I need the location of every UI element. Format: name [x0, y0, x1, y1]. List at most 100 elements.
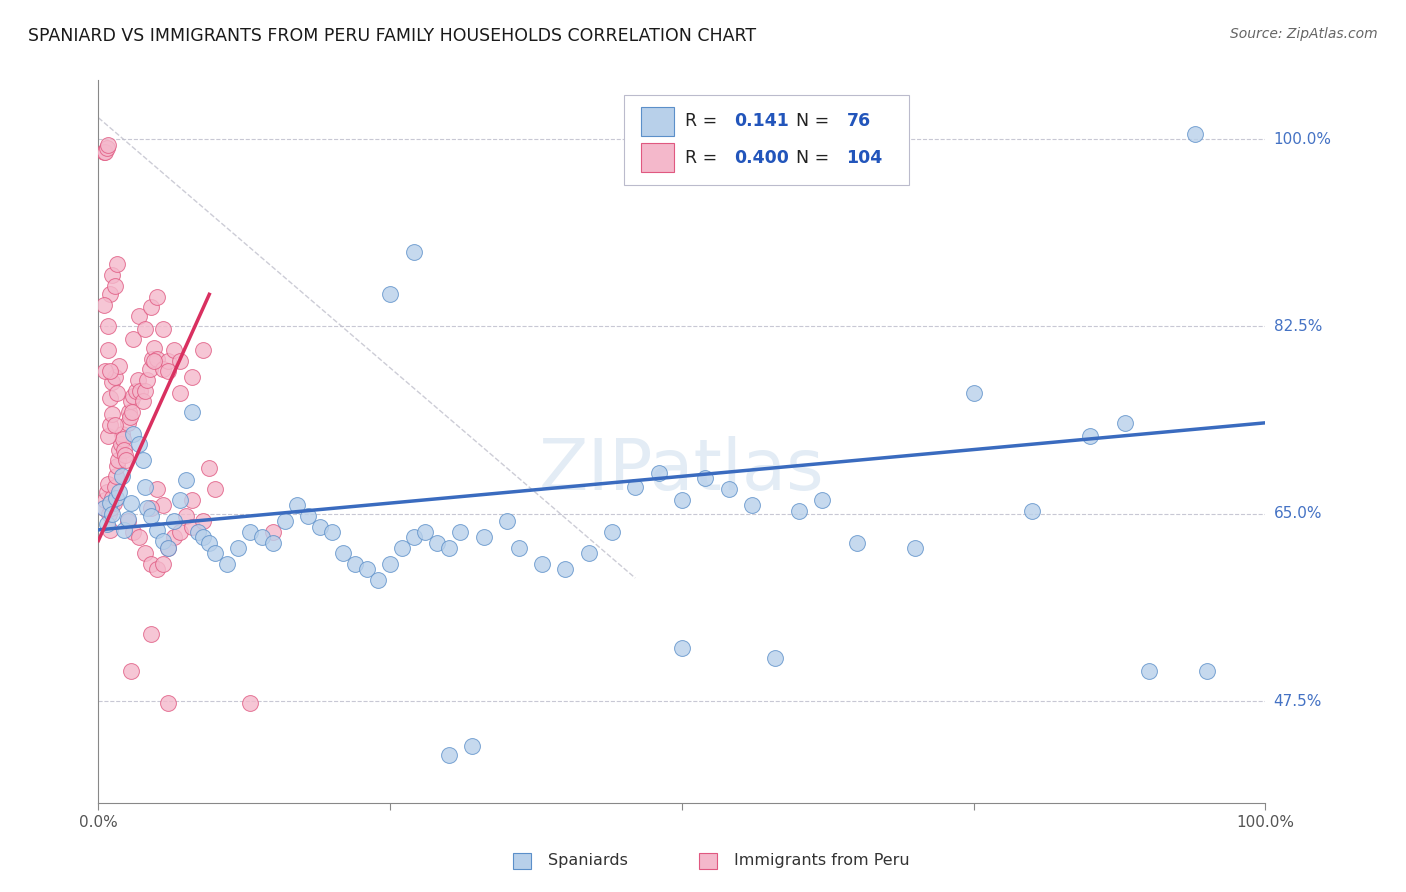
Point — [97, 137, 120, 152]
Point — [262, 524, 284, 539]
Point — [96, 141, 118, 155]
Point — [111, 432, 134, 446]
Point — [120, 496, 142, 510]
Text: SPANIARD VS IMMIGRANTS FROM PERU FAMILY HOUSEHOLDS CORRELATION CHART: SPANIARD VS IMMIGRANTS FROM PERU FAMILY … — [28, 27, 756, 45]
Point — [101, 268, 124, 282]
Point — [1080, 428, 1102, 442]
Point — [143, 341, 166, 355]
Point — [98, 391, 121, 405]
Point — [132, 394, 155, 409]
Point — [101, 491, 124, 505]
Point — [163, 514, 186, 528]
Point — [105, 458, 128, 473]
Point — [402, 530, 425, 544]
Point — [104, 417, 127, 432]
Point — [215, 557, 238, 571]
Text: 0.400: 0.400 — [734, 149, 789, 167]
Point — [107, 453, 129, 467]
Point — [112, 523, 135, 537]
Point — [496, 514, 519, 528]
Text: Immigrants from Peru: Immigrants from Peru — [734, 853, 910, 868]
Point — [100, 501, 122, 516]
Point — [104, 369, 127, 384]
Point — [193, 343, 215, 357]
Point — [962, 385, 984, 400]
Point — [1195, 664, 1218, 678]
Point — [120, 664, 142, 678]
Point — [101, 507, 124, 521]
Point — [108, 485, 131, 500]
Point — [103, 496, 125, 510]
Point — [187, 524, 209, 539]
Text: Source: ZipAtlas.com: Source: ZipAtlas.com — [1230, 27, 1378, 41]
Point — [741, 498, 763, 512]
Point — [121, 405, 143, 419]
Point — [380, 557, 402, 571]
Point — [578, 546, 600, 560]
Point — [118, 405, 141, 419]
Point — [122, 389, 145, 403]
Point — [134, 546, 156, 560]
Point — [146, 562, 169, 576]
Point — [671, 492, 693, 507]
Point — [193, 514, 215, 528]
Point — [139, 626, 162, 640]
Point — [139, 501, 162, 516]
Point — [204, 546, 226, 560]
Point — [198, 460, 221, 475]
Text: 104: 104 — [846, 149, 883, 167]
Point — [101, 375, 124, 389]
Point — [717, 482, 740, 496]
Text: 0.141: 0.141 — [734, 112, 789, 130]
Point — [198, 535, 221, 549]
Point — [647, 466, 669, 480]
Point — [152, 557, 174, 571]
Bar — [513, 853, 530, 869]
Point — [94, 364, 117, 378]
Point — [239, 524, 262, 539]
Text: 76: 76 — [846, 112, 870, 130]
Point — [134, 384, 156, 398]
Point — [117, 416, 139, 430]
Point — [146, 482, 169, 496]
Point — [152, 498, 174, 512]
Point — [105, 257, 128, 271]
Point — [180, 492, 202, 507]
Point — [136, 501, 159, 516]
Point — [141, 351, 163, 366]
Point — [157, 364, 180, 378]
Text: N =: N = — [796, 149, 830, 167]
Point — [134, 321, 156, 335]
Point — [367, 573, 389, 587]
Point — [262, 535, 284, 549]
Point — [163, 530, 186, 544]
Point — [174, 508, 197, 523]
Point — [157, 353, 180, 368]
Point — [846, 535, 869, 549]
Point — [356, 562, 378, 576]
Text: R =: R = — [685, 149, 717, 167]
Point — [111, 426, 134, 441]
Point — [96, 517, 118, 532]
Point — [97, 507, 120, 521]
Point — [274, 514, 297, 528]
Point — [94, 145, 117, 159]
Point — [391, 541, 413, 555]
Point — [228, 541, 250, 555]
Point — [111, 469, 134, 483]
Point — [104, 480, 127, 494]
Point — [120, 394, 142, 409]
Point — [96, 485, 118, 500]
Point — [152, 533, 174, 548]
Point — [139, 300, 162, 314]
Point — [449, 524, 471, 539]
Point — [763, 651, 786, 665]
Point — [157, 696, 180, 710]
Point — [344, 557, 367, 571]
Text: R =: R = — [685, 112, 717, 130]
Point — [472, 530, 495, 544]
Point — [115, 453, 138, 467]
Point — [180, 519, 202, 533]
Point — [169, 385, 191, 400]
Point — [1137, 664, 1160, 678]
